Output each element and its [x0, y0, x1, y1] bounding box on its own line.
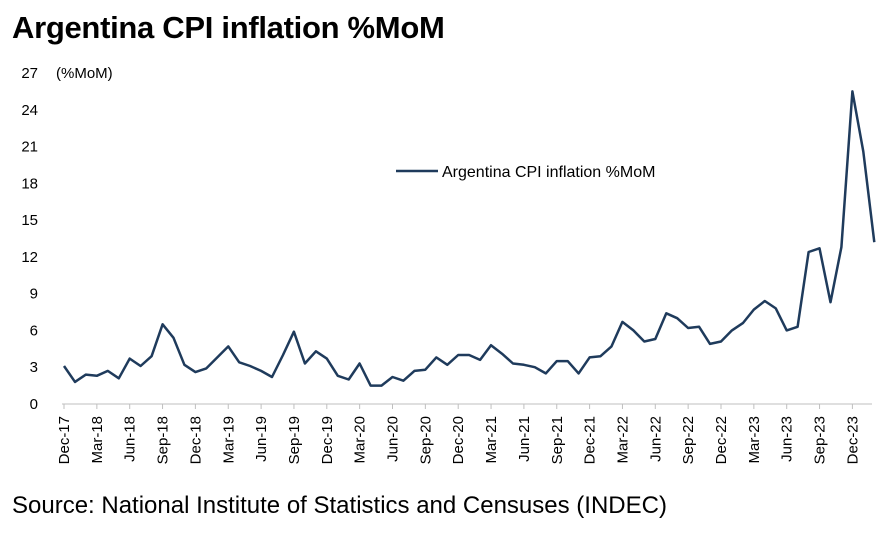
chart-title: Argentina CPI inflation %MoM	[12, 10, 445, 45]
x-tick-label: Sep-22	[680, 416, 697, 464]
source-note: Source: National Institute of Statistics…	[12, 492, 667, 519]
x-tick-label: Dec-18	[187, 416, 204, 464]
x-tick-label: Sep-21	[549, 416, 566, 464]
x-tick-label: Mar-21	[483, 416, 500, 464]
x-tick-label: Mar-22	[614, 416, 631, 464]
y-tick-label: 6	[30, 322, 38, 339]
series-line	[62, 90, 876, 387]
x-tick-label: Jun-22	[647, 416, 664, 462]
y-axis-label: (%MoM)	[56, 65, 113, 82]
x-tick-label: Dec-21	[582, 416, 599, 464]
x-tick-label: Jun-20	[385, 416, 402, 462]
x-tick-label: Sep-19	[286, 416, 303, 464]
x-tick-label: Jun-23	[779, 416, 796, 462]
y-tick-label: 21	[21, 139, 38, 156]
x-tick-label: Dec-23	[844, 416, 861, 464]
x-tick-label: Jun-21	[516, 416, 533, 462]
x-tick-label: Sep-20	[417, 416, 434, 464]
series-lines	[62, 90, 876, 387]
x-tick-label: Mar-19	[220, 416, 237, 464]
y-tick-label: 24	[21, 102, 38, 119]
x-tick-label: Mar-18	[89, 416, 106, 464]
x-tick-label: Sep-23	[812, 416, 829, 464]
x-tick-label: Mar-20	[352, 416, 369, 464]
y-tick-label: 9	[30, 286, 38, 303]
x-tick-label: Jun-18	[122, 416, 139, 462]
legend-label: Argentina CPI inflation %MoM	[442, 164, 655, 181]
y-tick-label: 12	[21, 249, 38, 266]
y-tick-label: 18	[21, 175, 38, 192]
x-tick-label: Mar-23	[746, 416, 763, 464]
y-tick-label: 15	[21, 212, 38, 229]
y-tick-label: 0	[30, 396, 38, 413]
x-axis-ticks: Dec-17 Mar-18 Jun-18 Sep-18 Dec-18 Mar-19 Jun-…	[56, 404, 861, 464]
x-tick-label: Dec-22	[713, 416, 730, 464]
legend: Argentina CPI inflation %MoM	[396, 164, 655, 181]
y-axis-ticks: 0 3 6 9 12 15 18 21 24 27	[21, 65, 38, 413]
x-tick-label: Dec-19	[319, 416, 336, 464]
y-tick-label: 3	[30, 359, 38, 376]
x-tick-label: Jun-19	[253, 416, 270, 462]
y-tick-label: 27	[21, 65, 38, 82]
x-tick-label: Sep-18	[155, 416, 172, 464]
x-tick-label: Dec-20	[450, 416, 467, 464]
x-tick-label: Dec-17	[56, 416, 73, 464]
